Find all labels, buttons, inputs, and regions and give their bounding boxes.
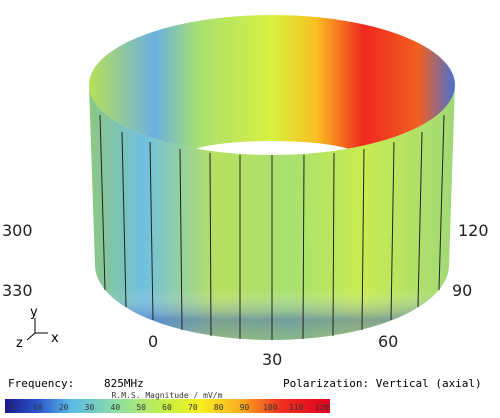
colorbar-tick: 20 bbox=[59, 403, 69, 412]
colorbar-tick: 110 bbox=[289, 403, 304, 412]
angle-label: 330 bbox=[2, 281, 33, 300]
angle-label: 60 bbox=[378, 332, 398, 351]
frequency-label: Frequency: bbox=[8, 377, 74, 390]
colorbar-title: R.M.S. Magnitude / mV/m bbox=[112, 391, 223, 400]
polarization: Polarization: Vertical (axial) bbox=[283, 377, 482, 390]
axis-label: x bbox=[51, 331, 59, 346]
colorbar-tick: 0 bbox=[10, 403, 15, 412]
angle-label: 0 bbox=[148, 332, 158, 351]
colorbar-tick: 60 bbox=[162, 403, 172, 412]
frequency-value: 825MHz bbox=[104, 377, 144, 390]
angle-label: 120 bbox=[458, 221, 489, 240]
colorbar-tick: 10 bbox=[33, 403, 43, 412]
colorbar-tick: 100 bbox=[263, 403, 278, 412]
angle-label: 30 bbox=[262, 350, 282, 369]
angle-label: 90 bbox=[452, 281, 472, 300]
colorbar-ticks: 0 10 20 30 40 50 60 70 80 90 100 110 120 bbox=[10, 403, 330, 412]
colorbar-tick: 120 bbox=[315, 403, 330, 412]
colorbar-tick: 30 bbox=[85, 403, 95, 412]
axis-triad: y x z bbox=[16, 305, 59, 351]
colorbar-tick: 90 bbox=[240, 403, 250, 412]
colorbar-tick: 70 bbox=[188, 403, 198, 412]
angle-label: 300 bbox=[2, 221, 33, 240]
axis-label: y bbox=[30, 305, 38, 320]
inner-wall bbox=[89, 15, 455, 155]
cylinder bbox=[89, 15, 455, 340]
seams bbox=[99, 114, 445, 340]
colorbar-tick: 50 bbox=[136, 403, 146, 412]
colorbar bbox=[5, 399, 330, 413]
colorbar-tick: 40 bbox=[111, 403, 121, 412]
axis-label: z bbox=[16, 336, 23, 351]
colorbar-tick: 80 bbox=[214, 403, 224, 412]
